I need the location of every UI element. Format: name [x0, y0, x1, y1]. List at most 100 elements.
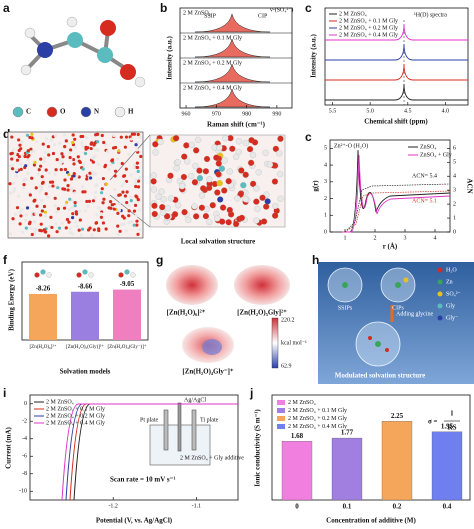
atom	[84, 145, 88, 149]
atom	[112, 134, 116, 138]
formula: l	[451, 410, 453, 418]
annotation: SSIP	[204, 13, 217, 19]
atom	[136, 197, 140, 202]
atom	[78, 218, 82, 222]
atom	[119, 223, 124, 227]
acn-curve	[344, 183, 451, 233]
y-tick-label: 0	[24, 401, 27, 407]
atom	[24, 213, 28, 217]
atom	[33, 230, 37, 234]
x-tick-label: [Zn(H₂O)₅(Gly)]²⁺	[66, 344, 104, 350]
atom	[36, 172, 40, 176]
x-tick-label: 1	[344, 235, 347, 241]
x-tick-label: 2	[374, 235, 377, 241]
atom	[91, 160, 95, 164]
legend-swatch	[114, 106, 126, 118]
plot-frame	[29, 394, 239, 501]
legend-label: 2 M ZnSO₄ + 0.1 M Gly	[46, 406, 105, 412]
panel-label: b	[160, 1, 167, 15]
atom	[46, 195, 50, 199]
atom	[192, 162, 199, 170]
atom	[100, 133, 104, 138]
atom	[35, 204, 39, 208]
atom	[277, 195, 284, 202]
legend-label: 2 M ZnSO₄ + 0.1 M Gly	[288, 408, 347, 414]
atom	[76, 155, 80, 159]
atom	[12, 187, 17, 191]
atom	[70, 206, 74, 210]
atom	[32, 149, 36, 153]
atom	[43, 210, 48, 214]
atom	[94, 190, 98, 194]
atom	[11, 217, 15, 221]
atom	[183, 142, 190, 149]
atom	[65, 217, 70, 222]
atom	[30, 176, 34, 180]
atom	[68, 227, 72, 231]
atom	[56, 207, 61, 211]
atom	[19, 162, 23, 166]
atom	[69, 148, 73, 152]
atom	[67, 207, 71, 211]
y-tick-label: -8	[22, 471, 27, 477]
annotation: CIP	[258, 13, 268, 19]
x-tick-label: 4	[434, 235, 437, 241]
legend-label: ZnSO₄ + Gly	[420, 152, 452, 158]
chart-title: ¹H(D) spectra	[414, 11, 447, 18]
atom	[26, 149, 30, 153]
atom	[178, 183, 186, 190]
atom	[215, 171, 222, 178]
atom	[198, 192, 206, 199]
atom	[44, 192, 48, 196]
atom	[12, 189, 16, 194]
atom	[32, 219, 37, 223]
atom	[242, 196, 249, 203]
atom	[122, 181, 127, 185]
x-tick-label: 4.0	[442, 108, 450, 114]
atom	[54, 134, 58, 138]
atom	[74, 177, 78, 181]
atom	[116, 232, 121, 237]
y-axis-label: Intensity (a.u.)	[310, 33, 318, 77]
molecule	[20, 16, 146, 88]
atom	[138, 135, 142, 139]
diagram-label: SSIPs	[338, 305, 353, 311]
atom	[49, 215, 53, 219]
atom	[138, 227, 142, 232]
atom	[226, 206, 233, 214]
atom	[150, 178, 157, 185]
atom	[50, 225, 54, 230]
atom	[129, 199, 133, 203]
atom	[242, 139, 250, 147]
atom	[63, 145, 67, 149]
atom	[90, 233, 94, 237]
atom	[26, 162, 30, 166]
atom	[259, 194, 266, 201]
x-tick-label: 970	[212, 111, 221, 117]
atom	[121, 214, 125, 218]
atom	[89, 142, 93, 146]
nmr-curve	[325, 23, 468, 41]
atom	[47, 153, 51, 157]
legend-swatch	[46, 106, 58, 118]
atom	[58, 161, 63, 165]
atom	[74, 220, 78, 224]
atom	[136, 132, 140, 137]
atom	[96, 140, 100, 144]
molecule-atom	[82, 269, 88, 275]
trace-label: 2 M ZnSO₄ + 0.1 M Gly	[183, 35, 242, 41]
diagram-label: Adding glycine	[396, 311, 433, 317]
atom	[51, 184, 55, 188]
atom	[37, 168, 41, 172]
atom	[86, 204, 90, 208]
atom	[95, 132, 99, 136]
legend-label: C	[26, 108, 31, 116]
atom	[254, 205, 261, 213]
atom	[132, 223, 136, 227]
molecule-atom	[118, 272, 124, 278]
atom	[70, 187, 74, 191]
atom	[64, 226, 68, 230]
atom	[67, 151, 72, 155]
atom	[133, 181, 138, 185]
atom	[10, 135, 14, 139]
